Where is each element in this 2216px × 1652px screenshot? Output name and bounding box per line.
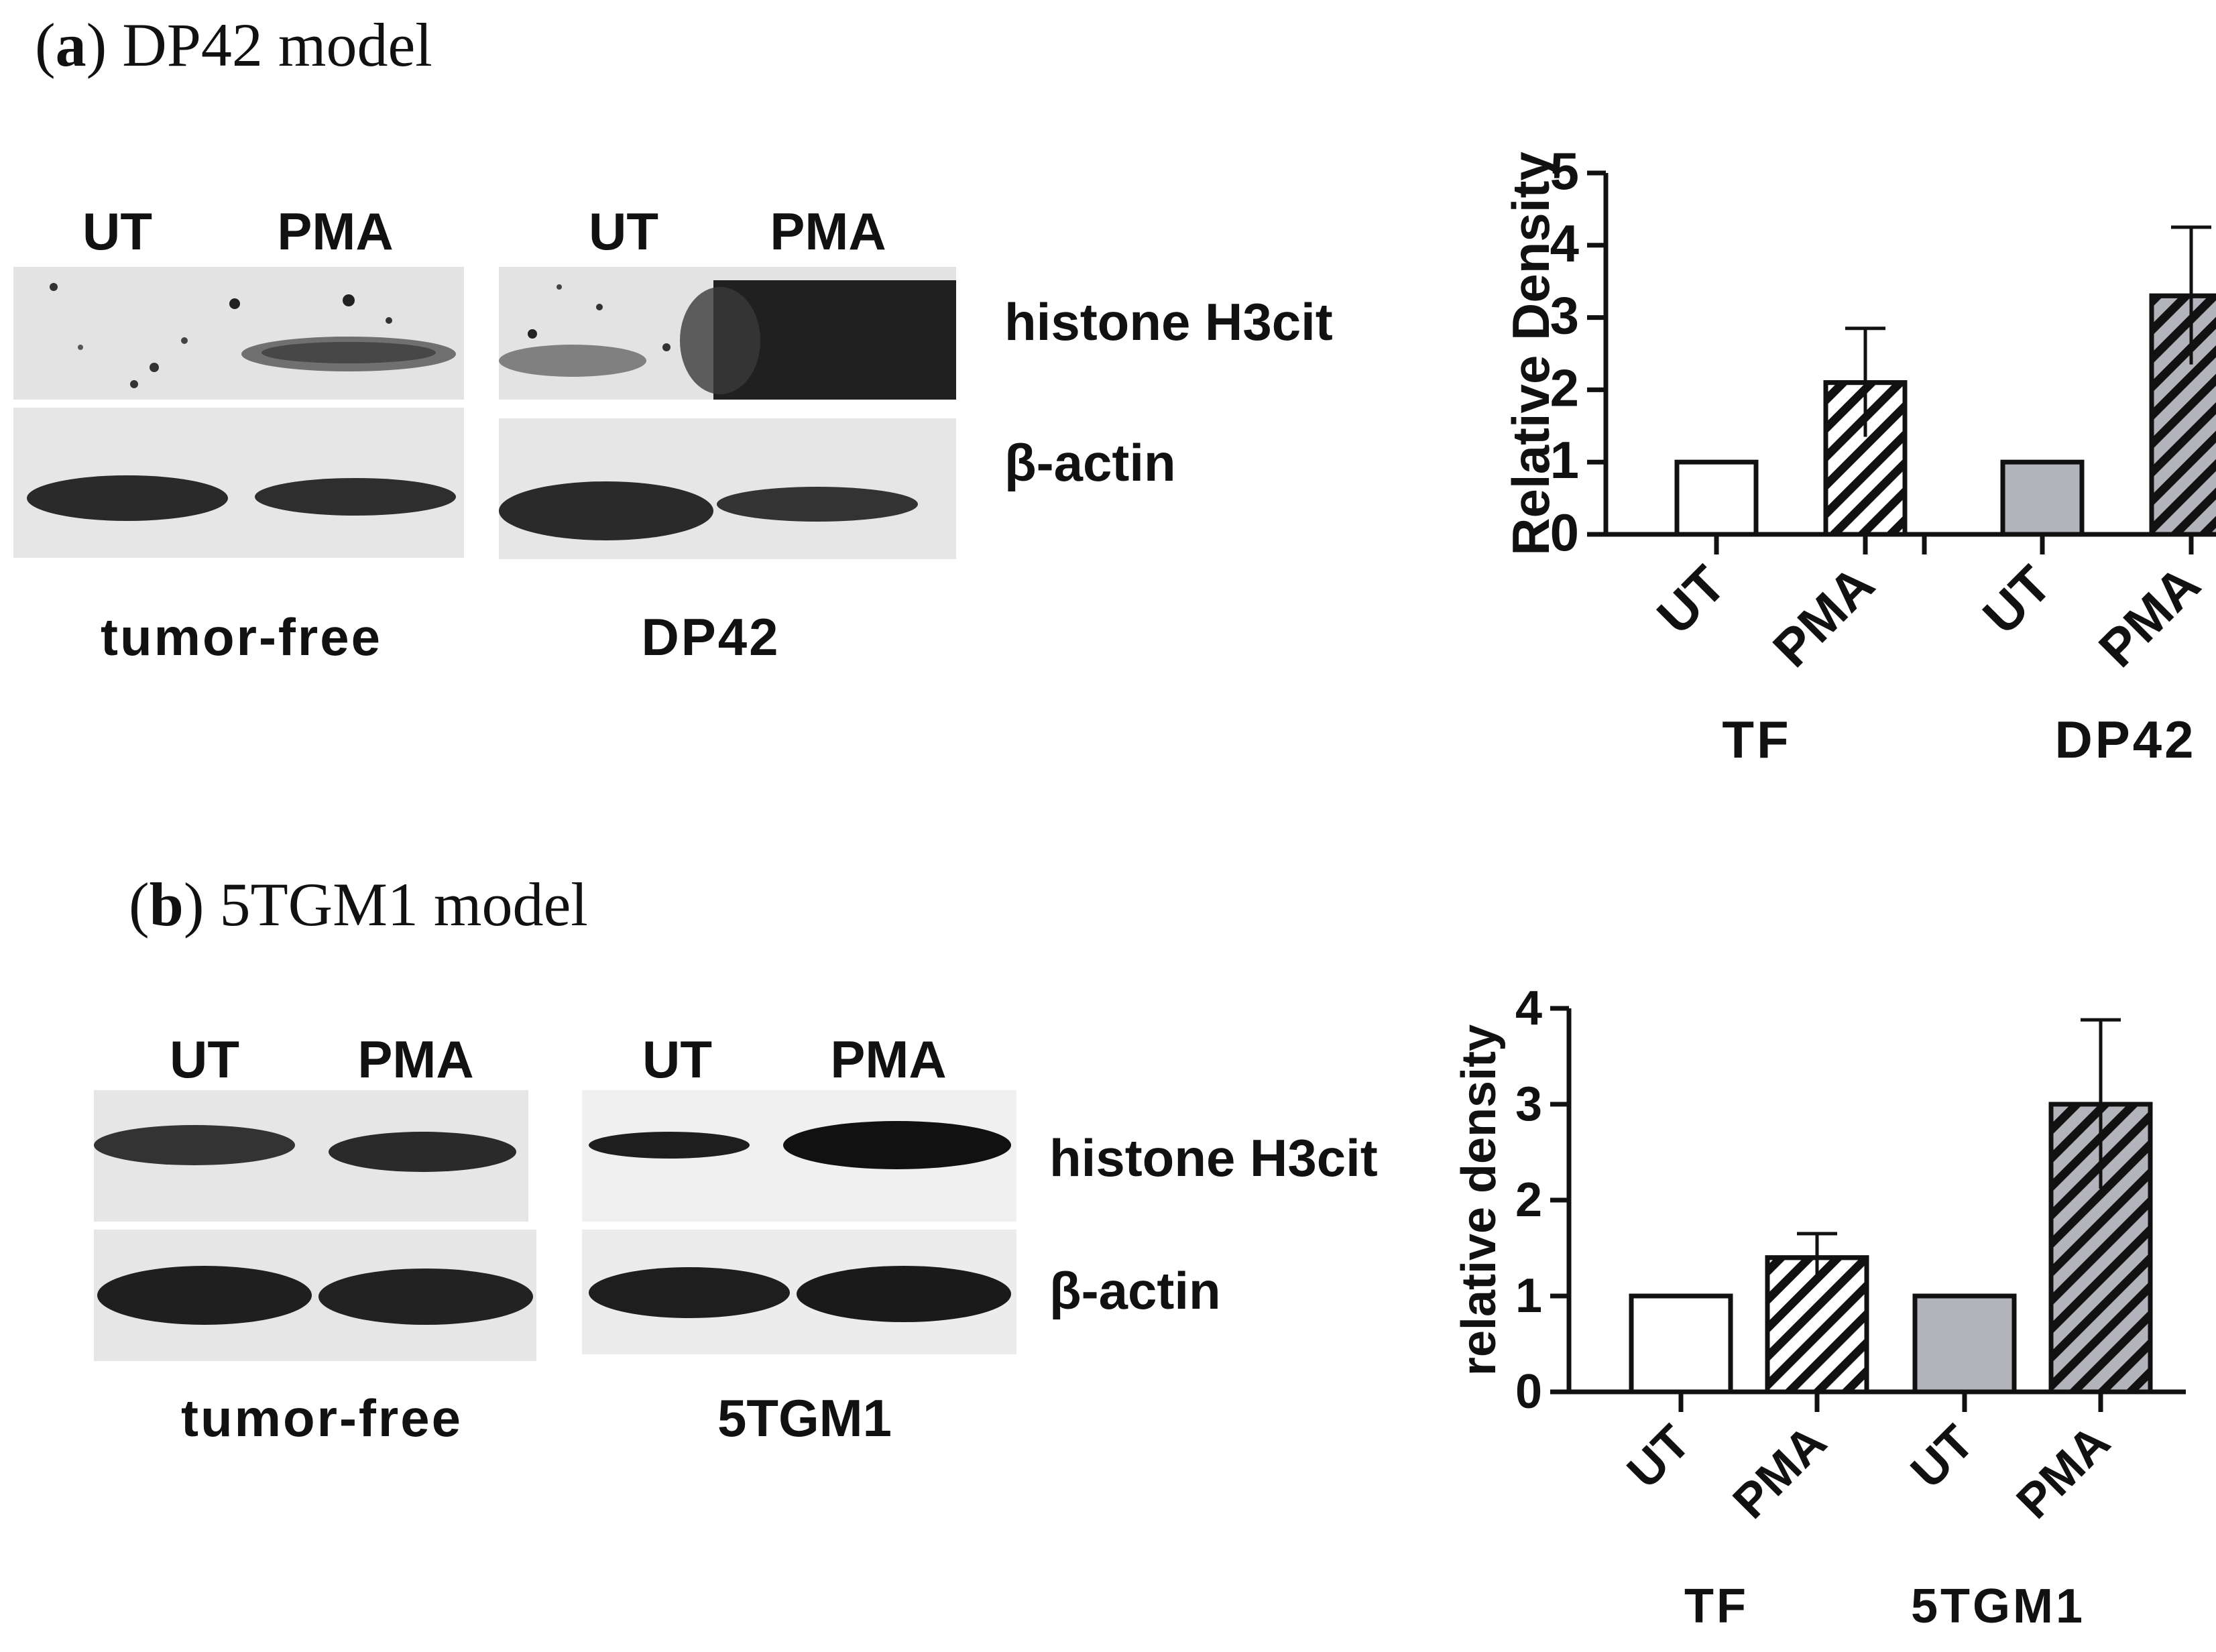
x-tick-label: PMA	[1761, 554, 1885, 678]
lane-header-ut: UT	[82, 202, 152, 261]
lane-header-ut: UT	[589, 202, 658, 261]
group-label-tumor-free: tumor-free	[180, 1389, 463, 1448]
panel-a-title: (a) DP42 model	[35, 11, 432, 79]
blot-h3cit-tumor-free	[94, 1090, 528, 1222]
blot-actin-tumor-free	[13, 408, 464, 558]
y-tick-label: 3	[1550, 286, 1579, 345]
x-tick-label: UT	[1901, 1415, 1984, 1498]
panel-a-letter: a	[55, 11, 86, 79]
y-tick-label: 1	[1550, 430, 1579, 489]
y-tick-label: 1	[1515, 1269, 1542, 1323]
blot-h3cit-5tgm1	[582, 1090, 1016, 1222]
x-tick-label: PMA	[2087, 554, 2211, 678]
y-tick-label: 0	[1515, 1365, 1542, 1419]
x-tick-label: UT	[1971, 554, 2062, 646]
panel-b-title: (b) 5TGM1 model	[129, 870, 588, 939]
lane-header-pma: PMA	[357, 1030, 474, 1089]
group-label-5tgm1: 5TGM1	[717, 1389, 892, 1448]
row-label-h3cit: histone H3cit	[1004, 292, 1333, 351]
bar	[2000, 459, 2085, 537]
panel-b-letter: b	[149, 870, 184, 939]
y-axis-label: Relative Density	[1501, 152, 1560, 556]
chart-b: 0 1 2 3 4 relative density UT PMA UT PMA TF 5TGM1	[1442, 965, 2213, 1636]
y-tick-label: 4	[1515, 982, 1542, 1035]
lane-header-ut: UT	[170, 1030, 239, 1089]
row-label-actin: β-actin	[1004, 433, 1176, 492]
group-label: TF	[1722, 710, 1791, 769]
panel-a-title-text: DP42 model	[122, 11, 432, 79]
y-tick-label: 4	[1550, 214, 1579, 273]
lane-header-pma: PMA	[770, 202, 886, 261]
group-label: 5TGM1	[1911, 1580, 2085, 1633]
x-tick-label: UT	[1645, 554, 1737, 646]
blot-h3cit-tumor-free	[13, 267, 464, 400]
blot-h3cit-dp42	[499, 267, 956, 400]
bar	[1674, 459, 1759, 537]
y-tick-label: 2	[1550, 358, 1579, 417]
blot-actin-tumor-free	[94, 1230, 536, 1361]
x-tick-label: UT	[1617, 1415, 1700, 1498]
y-axis-label: relative density	[1452, 1024, 1506, 1376]
blot-actin-dp42	[499, 418, 956, 559]
row-label-h3cit: histone H3cit	[1049, 1128, 1378, 1187]
bar	[1912, 1293, 2017, 1395]
x-tick-label: PMA	[1723, 1415, 1837, 1529]
group-label-dp42: DP42	[641, 607, 780, 666]
chart-a: 0 1 2 3 4 5 Relative Density UT PMA UT PMA TF DP42	[1489, 134, 2216, 791]
group-label-tumor-free: tumor-free	[100, 607, 383, 666]
bar	[1629, 1293, 1733, 1395]
bar-hatch	[2149, 293, 2216, 537]
x-tick-label: PMA	[2007, 1415, 2121, 1529]
lane-header-ut: UT	[642, 1030, 712, 1089]
y-tick-label: 5	[1550, 141, 1579, 200]
y-tick-label: 0	[1550, 503, 1579, 562]
lane-header-pma: PMA	[830, 1030, 947, 1089]
blot-actin-5tgm1	[582, 1230, 1016, 1354]
group-label: DP42	[2054, 710, 2196, 769]
y-tick-label: 2	[1515, 1173, 1542, 1227]
y-tick-label: 3	[1515, 1077, 1542, 1131]
row-label-actin: β-actin	[1049, 1261, 1221, 1320]
group-label: TF	[1684, 1580, 1749, 1633]
lane-header-pma: PMA	[277, 202, 394, 261]
panel-b-title-text: 5TGM1 model	[219, 870, 588, 939]
